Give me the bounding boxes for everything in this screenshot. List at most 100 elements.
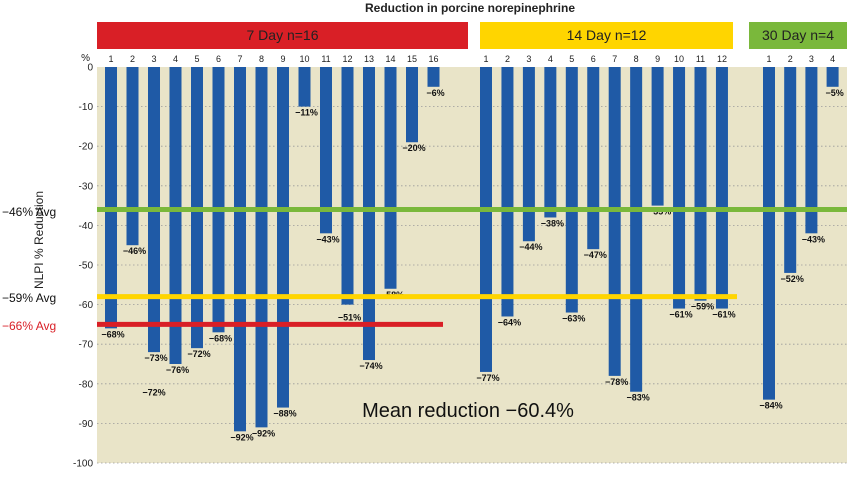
chart-title: Reduction in porcine norepinephrine bbox=[365, 1, 575, 15]
bar bbox=[784, 67, 797, 273]
data-label: −46% bbox=[123, 246, 146, 256]
data-label: −38% bbox=[541, 218, 564, 228]
data-label: −64% bbox=[498, 317, 521, 327]
bar bbox=[255, 67, 268, 428]
bar bbox=[651, 67, 664, 206]
category-label: 6 bbox=[216, 54, 221, 64]
category-label: 10 bbox=[299, 54, 309, 64]
category-label: 4 bbox=[173, 54, 178, 64]
data-label: −92% bbox=[252, 428, 275, 438]
category-label: 15 bbox=[407, 54, 417, 64]
bar bbox=[234, 67, 246, 432]
mean-reduction-annotation: Mean reduction −60.4% bbox=[362, 400, 574, 422]
y-tick-label: -70 bbox=[79, 340, 94, 351]
category-label: 2 bbox=[505, 54, 510, 64]
y-tick-label: -80 bbox=[79, 379, 94, 390]
bar bbox=[480, 67, 492, 372]
bar bbox=[427, 67, 440, 87]
data-label: −59% bbox=[691, 302, 714, 312]
bar bbox=[212, 67, 225, 333]
category-label: 11 bbox=[696, 54, 705, 64]
data-label: −47% bbox=[584, 250, 607, 260]
bar bbox=[694, 67, 707, 301]
category-label: 7 bbox=[612, 54, 617, 64]
category-label: 9 bbox=[655, 54, 660, 64]
data-label: −92% bbox=[230, 432, 253, 442]
data-label: −72% bbox=[187, 349, 210, 359]
group-header-label: 14 Day n=12 bbox=[567, 27, 647, 43]
bar bbox=[630, 67, 643, 392]
bar bbox=[169, 67, 182, 364]
y-axis-unit: % bbox=[81, 53, 90, 64]
category-label: 7 bbox=[237, 54, 242, 64]
group-header-label: 7 Day n=16 bbox=[247, 27, 319, 43]
bar bbox=[565, 67, 578, 313]
bar bbox=[715, 67, 728, 309]
bar bbox=[320, 67, 332, 234]
group-header-2 bbox=[480, 22, 733, 49]
category-label: 2 bbox=[788, 54, 793, 64]
data-label: −63% bbox=[562, 314, 585, 324]
data-label: −84% bbox=[759, 401, 782, 411]
bar bbox=[105, 67, 117, 329]
category-label: 1 bbox=[766, 54, 771, 64]
data-label: −88% bbox=[273, 409, 296, 419]
bar bbox=[826, 67, 839, 87]
data-label: −83% bbox=[627, 393, 650, 403]
data-label: −52% bbox=[781, 274, 804, 284]
bar bbox=[126, 67, 139, 246]
y-tick-label: -60 bbox=[79, 300, 94, 311]
category-label: 6 bbox=[591, 54, 596, 64]
data-label: −11% bbox=[295, 108, 318, 118]
category-label: 2 bbox=[130, 54, 135, 64]
bar bbox=[384, 67, 397, 289]
group-header-label: 30 Day n=4 bbox=[762, 27, 834, 43]
data-label: −43% bbox=[316, 234, 339, 244]
data-label: −20% bbox=[402, 143, 425, 153]
category-label: 11 bbox=[321, 54, 330, 64]
category-label: 5 bbox=[569, 54, 574, 64]
bar bbox=[608, 67, 621, 376]
category-label: 12 bbox=[717, 54, 727, 64]
y-tick-label: 0 bbox=[87, 63, 93, 74]
category-label: 4 bbox=[830, 54, 835, 64]
bar bbox=[522, 67, 535, 242]
y-tick-label: -100 bbox=[73, 459, 93, 470]
group-header-1 bbox=[97, 22, 468, 49]
bar bbox=[363, 67, 375, 361]
category-label: 4 bbox=[548, 54, 553, 64]
avg-label: −46% Avg bbox=[2, 205, 56, 219]
category-label: 10 bbox=[674, 54, 684, 64]
category-label: 1 bbox=[483, 54, 488, 64]
category-label: 1 bbox=[108, 54, 113, 64]
category-label: 3 bbox=[809, 54, 814, 64]
category-label: 14 bbox=[385, 54, 395, 64]
data-label-extra: −72% bbox=[142, 388, 165, 398]
bar bbox=[406, 67, 418, 143]
avg-label: −66% Avg bbox=[2, 319, 56, 333]
y-tick-label: -90 bbox=[79, 419, 94, 430]
y-tick-label: -20 bbox=[79, 142, 94, 153]
y-axis-label: NLPI % Reduction bbox=[32, 191, 46, 289]
data-label: −78% bbox=[605, 377, 628, 387]
bar bbox=[298, 67, 311, 107]
bar bbox=[544, 67, 557, 218]
bar bbox=[501, 67, 514, 317]
bar bbox=[587, 67, 600, 250]
category-label: 8 bbox=[259, 54, 264, 64]
y-tick-label: -10 bbox=[79, 102, 94, 113]
y-tick-label: -40 bbox=[79, 221, 94, 232]
data-label: −61% bbox=[669, 310, 692, 320]
bar bbox=[805, 67, 818, 234]
data-label: −44% bbox=[519, 242, 542, 252]
avg-label: −59% Avg bbox=[2, 291, 56, 305]
bar bbox=[277, 67, 289, 408]
group-header-3 bbox=[749, 22, 847, 49]
category-label: 16 bbox=[428, 54, 438, 64]
category-label: 3 bbox=[151, 54, 156, 64]
data-label: −6% bbox=[426, 88, 444, 98]
category-label: 5 bbox=[194, 54, 199, 64]
category-label: 12 bbox=[342, 54, 352, 64]
data-label: −43% bbox=[802, 234, 825, 244]
